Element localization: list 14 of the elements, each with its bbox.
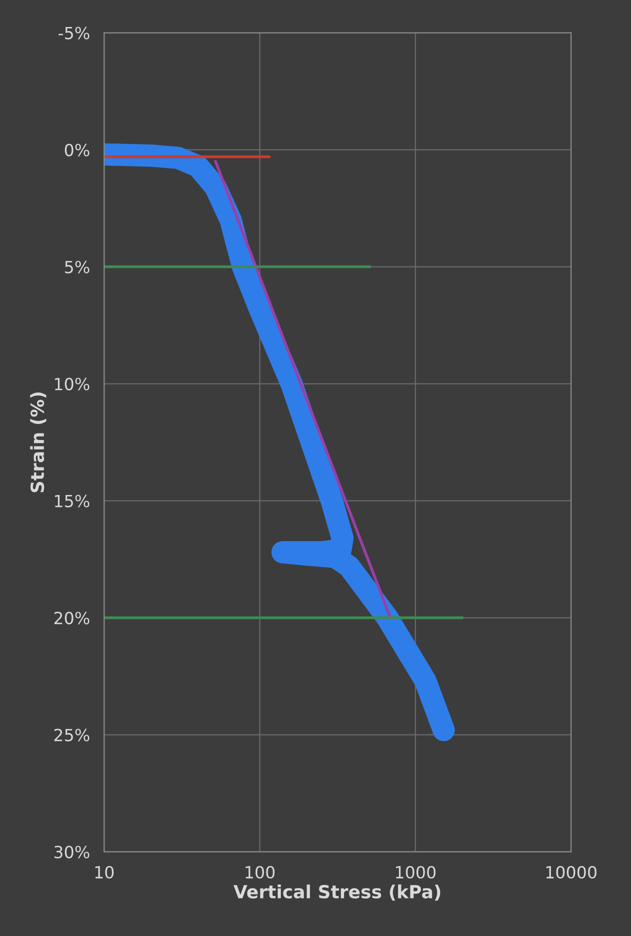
y-tick-label: 20% [54, 612, 90, 624]
x-tick-label: 1000 [396, 866, 436, 879]
y-tick-label: 5% [65, 260, 90, 274]
x-tick-label: 10 [95, 866, 114, 879]
x-tick-label: 10000 [546, 866, 596, 879]
y-tick-label: 30% [54, 846, 90, 858]
y-tick-label: -5% [58, 26, 90, 40]
y-tick-label: 25% [54, 728, 90, 742]
y-axis-title: Strain (%) [30, 392, 46, 492]
y-tick-label: 10% [55, 378, 90, 390]
x-tick-label: 100 [246, 866, 275, 879]
x-axis-title: Vertical Stress (kPa) [234, 884, 440, 901]
y-tick-label: 15% [55, 494, 90, 508]
y-tick-label: 0% [64, 144, 90, 156]
